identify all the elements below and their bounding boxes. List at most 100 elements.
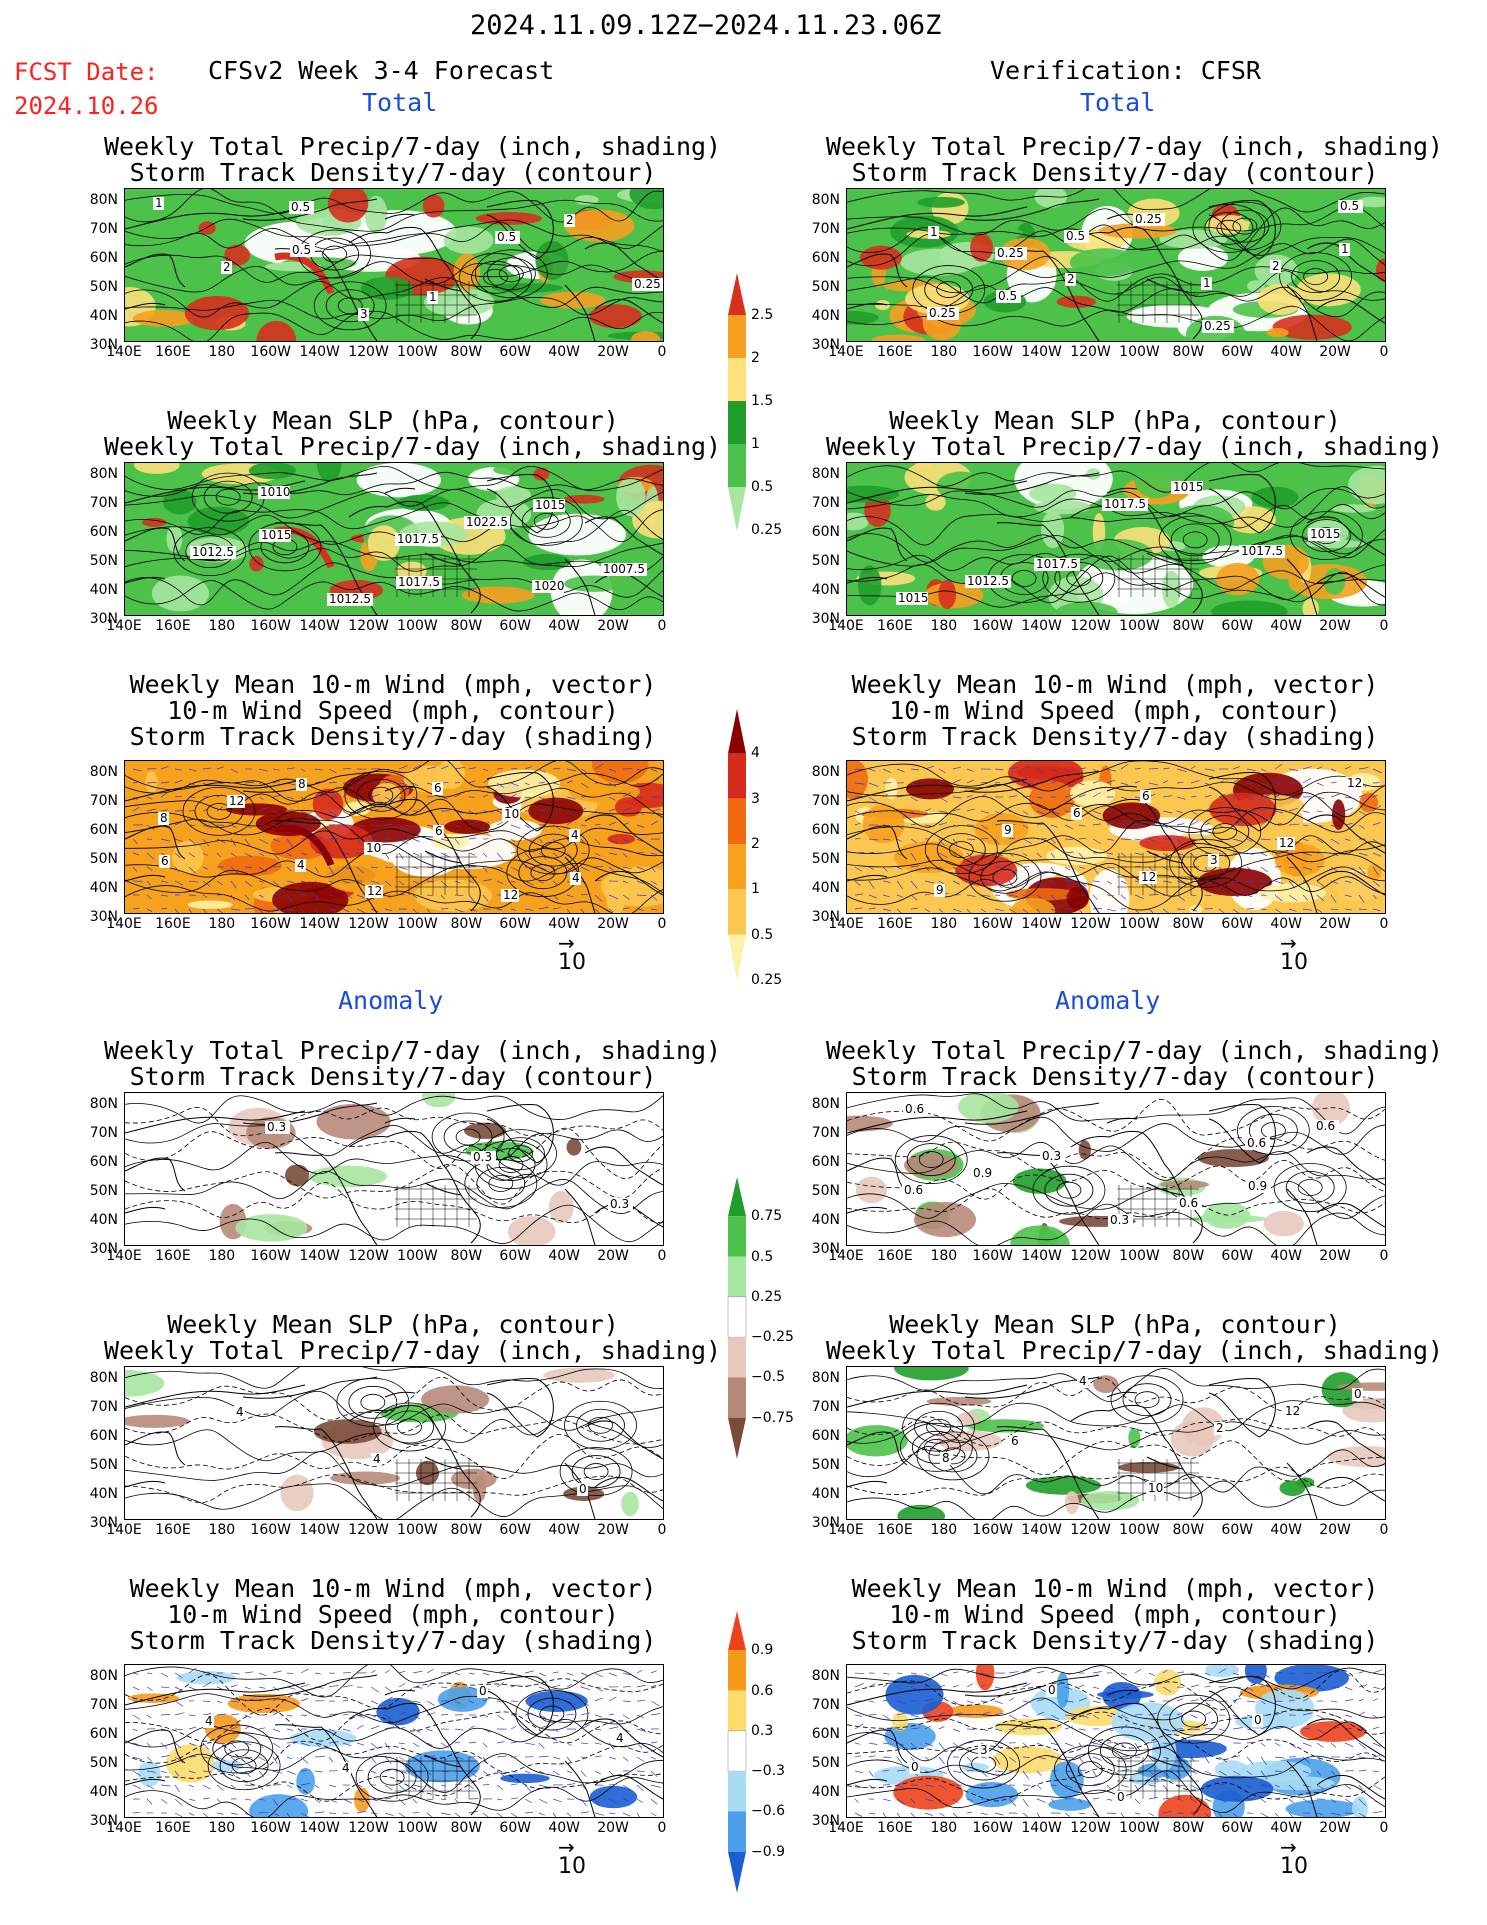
wind-vector	[1316, 1686, 1326, 1691]
wind-vector	[202, 1742, 210, 1751]
wind-vector	[538, 808, 548, 812]
wind-vector	[174, 821, 183, 826]
wind-vector	[370, 866, 378, 869]
wind-vector	[174, 1728, 183, 1730]
closed-contour	[894, 1135, 968, 1184]
wind-vector	[300, 1698, 309, 1702]
wind-vector	[882, 908, 892, 912]
wind-vector	[244, 1742, 252, 1746]
wind-vector	[622, 1798, 630, 1802]
wind-vector	[1302, 1682, 1311, 1688]
wind-vector	[384, 1784, 393, 1791]
wind-vector	[1372, 768, 1383, 774]
wind-vector	[650, 1812, 657, 1817]
wind-vector	[1106, 1728, 1114, 1732]
contour-label-bg	[971, 1167, 996, 1180]
wind-vector	[426, 1712, 436, 1716]
coastline	[348, 500, 444, 536]
wind-vector	[910, 796, 918, 802]
wind-vector	[1302, 852, 1312, 856]
wind-vector	[1372, 866, 1379, 876]
wind-vector	[1092, 1783, 1102, 1786]
wind-vector	[1288, 1784, 1296, 1792]
closed-contour	[530, 864, 556, 882]
wind-vector	[426, 824, 434, 827]
latitude-label: 60N	[89, 1428, 118, 1444]
coastline	[1286, 1188, 1318, 1245]
wind-vector	[272, 810, 280, 815]
shading-patch	[975, 1665, 995, 1691]
panel-title-line: Weekly Mean 10-m Wind (mph, vector)	[129, 1574, 657, 1603]
contour-line	[847, 819, 1385, 855]
shading-patch	[1102, 802, 1161, 830]
wind-vector	[230, 1812, 238, 1815]
wind-vector	[868, 1784, 875, 1790]
wind-vector	[1148, 838, 1157, 843]
wind-vector	[580, 1672, 589, 1677]
contour-line	[125, 1451, 663, 1488]
wind-vector	[938, 1672, 948, 1677]
wind-vector	[1260, 838, 1271, 841]
wind-vector	[202, 866, 209, 870]
contour-line	[125, 1171, 663, 1214]
wind-vector	[286, 1728, 293, 1731]
closed-contour	[212, 1732, 262, 1766]
wind-vector	[272, 1742, 281, 1748]
coastline	[486, 1118, 538, 1164]
wind-vector	[1008, 810, 1016, 814]
wind-vector	[1246, 796, 1255, 801]
wind-vector	[1092, 823, 1101, 826]
wind-vector	[1246, 768, 1256, 772]
wind-vector	[1148, 1796, 1158, 1800]
colorbar-segment	[728, 1216, 746, 1257]
wind-vector	[868, 894, 878, 899]
coastline	[1164, 1736, 1203, 1816]
wind-vector	[622, 792, 631, 798]
wind-vector	[552, 1742, 559, 1744]
contour-label: 0.6	[905, 1102, 924, 1116]
wind-vector	[1204, 1756, 1210, 1764]
wind-vector	[1134, 1727, 1141, 1730]
shading-patch	[125, 1414, 190, 1428]
wind-vector	[468, 908, 478, 912]
wind-vector	[1148, 1812, 1155, 1817]
wind-vector	[1190, 1756, 1195, 1762]
closed-contour	[1302, 519, 1351, 553]
shading-patch	[1033, 499, 1091, 515]
wind-vector	[412, 880, 421, 885]
wind-vector	[1134, 1742, 1141, 1752]
wind-vector	[896, 1812, 901, 1817]
wind-vector	[1092, 1671, 1102, 1674]
wind-vector	[174, 1798, 183, 1806]
shading-patch	[1012, 1168, 1067, 1194]
shading-patch	[891, 1711, 909, 1731]
wind-vector	[1260, 1672, 1270, 1678]
wind-vector	[636, 782, 645, 786]
panel-title-line: Weekly Total Precip/7-day (inch, shading…	[104, 432, 722, 461]
coastline	[847, 1431, 908, 1466]
contour-line	[125, 190, 663, 223]
contour-label-bg	[1040, 1150, 1065, 1163]
latitude-label: 70N	[89, 1399, 118, 1415]
closed-contour	[443, 1120, 493, 1154]
wind-vector	[272, 838, 281, 843]
longitude-label: 60W	[1221, 1248, 1254, 1264]
wind-vector	[356, 1724, 364, 1730]
wind-vector	[882, 1812, 887, 1817]
wind-vector	[398, 852, 404, 860]
latitude-label: 80N	[811, 1370, 840, 1386]
wind-vector	[202, 908, 207, 913]
wind-vector	[356, 1784, 363, 1787]
coastline	[348, 226, 444, 262]
wind-vector	[1288, 908, 1297, 912]
closed-contour	[533, 512, 559, 530]
contour-line	[847, 1368, 1385, 1402]
wind-vector	[868, 1683, 876, 1688]
wind-vector	[608, 1713, 614, 1716]
wind-vector	[468, 1725, 475, 1730]
wind-vector	[1176, 1698, 1184, 1702]
wind-vector	[1372, 1742, 1381, 1747]
wind-vector	[924, 765, 934, 770]
wind-vector	[636, 1756, 645, 1762]
wind-vector	[1106, 1784, 1111, 1790]
